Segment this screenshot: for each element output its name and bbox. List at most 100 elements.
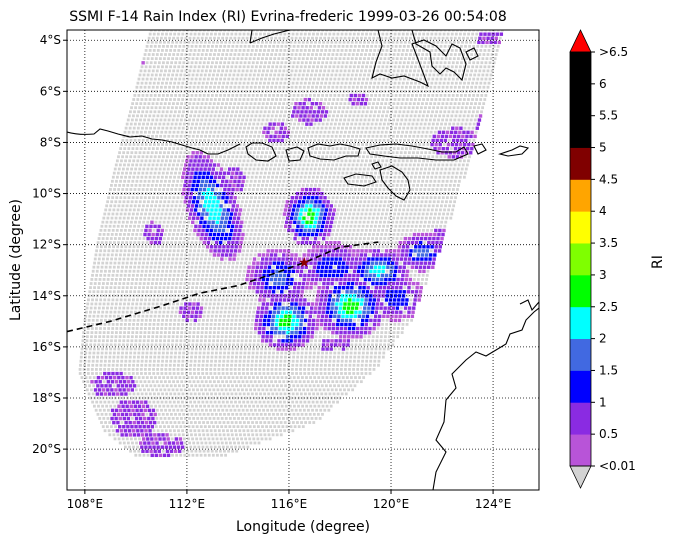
swath-pixel [343, 196, 347, 200]
swath-pixel [140, 249, 143, 253]
swath-pixel [333, 265, 337, 269]
swath-pixel [262, 175, 266, 179]
swath-pixel [446, 212, 450, 216]
swath-pixel [152, 98, 156, 101]
swath-pixel [151, 36, 155, 40]
swath-pixel [398, 224, 402, 228]
swath-pixel [117, 286, 121, 289]
swath-pixel [167, 216, 171, 220]
swath-pixel [295, 49, 299, 52]
swath-pixel [183, 220, 186, 224]
swath-pixel [152, 175, 156, 179]
swath-pixel [356, 32, 360, 36]
swath-pixel [106, 257, 109, 261]
swath-pixel [238, 114, 241, 118]
swath-pixel [408, 200, 412, 204]
swath-pixel [391, 134, 395, 138]
swath-pixel [410, 126, 414, 130]
swath-pixel [381, 114, 384, 118]
swath-pixel [99, 245, 103, 249]
swath-pixel [187, 220, 190, 224]
swath-pixel [314, 89, 317, 93]
swath-pixel [415, 167, 419, 171]
swath-pixel [96, 314, 100, 318]
swath-pixel [183, 57, 187, 61]
swath-pixel [220, 306, 224, 310]
swath-pixel [159, 200, 163, 204]
swath-pixel [187, 237, 191, 240]
swath-pixel [272, 204, 276, 208]
swath-pixel [191, 134, 195, 138]
swath-pixel [198, 241, 202, 245]
swath-pixel [310, 183, 313, 187]
swath-pixel [183, 151, 187, 155]
swath-pixel [314, 183, 317, 187]
swath-pixel [145, 155, 149, 159]
swath-pixel [311, 179, 314, 183]
swath-pixel [174, 261, 178, 265]
swath-pixel [367, 73, 370, 77]
swath-pixel [366, 44, 369, 48]
swath-pixel [298, 163, 302, 167]
swath-pixel [459, 110, 463, 114]
swath-pixel [369, 224, 373, 228]
swath-pixel [456, 73, 460, 77]
swath-pixel [372, 179, 376, 183]
swath-pixel [251, 155, 255, 159]
swath-pixel [244, 286, 247, 289]
swath-pixel [327, 53, 331, 56]
swath-pixel [446, 98, 450, 101]
swath-pixel [331, 102, 335, 105]
swath-pixel [188, 327, 192, 330]
swath-pixel [279, 228, 282, 232]
swath-pixel [238, 298, 241, 302]
swath-pixel [138, 167, 142, 171]
swath-pixel [229, 102, 232, 105]
swath-pixel [148, 294, 152, 298]
swath-pixel [406, 265, 410, 269]
swath-pixel [173, 49, 177, 52]
swath-pixel [280, 188, 284, 191]
swath-pixel [421, 163, 424, 167]
swath-pixel [426, 208, 430, 212]
swath-pixel [441, 85, 445, 89]
swath-pixel [167, 102, 171, 105]
swath-pixel [390, 208, 393, 212]
swath-pixel [353, 155, 357, 159]
swath-pixel [141, 126, 144, 130]
swath-pixel [192, 69, 196, 73]
swath-pixel [400, 102, 404, 105]
swath-pixel [120, 245, 124, 249]
swath-pixel [286, 302, 290, 306]
swath-pixel [394, 61, 398, 65]
swath-pixel [246, 65, 250, 69]
swath-pixel [250, 294, 254, 298]
swath-pixel [144, 175, 148, 179]
swath-pixel [406, 318, 409, 322]
swath-pixel [108, 318, 111, 322]
swath-pixel [390, 44, 394, 48]
swath-pixel [215, 261, 219, 265]
swath-pixel [139, 278, 143, 281]
swath-pixel [334, 167, 338, 171]
swath-pixel [253, 302, 257, 306]
swath-pixel [281, 40, 285, 44]
swath-pixel [255, 143, 258, 146]
swath-pixel [318, 282, 322, 285]
swath-pixel [275, 65, 279, 69]
swath-pixel [468, 30, 472, 32]
swath-pixel [200, 331, 204, 334]
swath-pixel [259, 245, 262, 249]
swath-pixel [321, 155, 324, 159]
swath-pixel [441, 53, 445, 56]
swath-pixel [252, 151, 256, 155]
swath-pixel [211, 261, 215, 265]
swath-pixel [347, 36, 351, 40]
swath-pixel [305, 139, 308, 142]
swath-pixel [290, 163, 294, 167]
swath-pixel [141, 241, 145, 245]
swath-pixel [410, 224, 414, 228]
swath-pixel [273, 167, 276, 171]
swath-pixel [252, 57, 256, 61]
swath-pixel [159, 278, 163, 281]
